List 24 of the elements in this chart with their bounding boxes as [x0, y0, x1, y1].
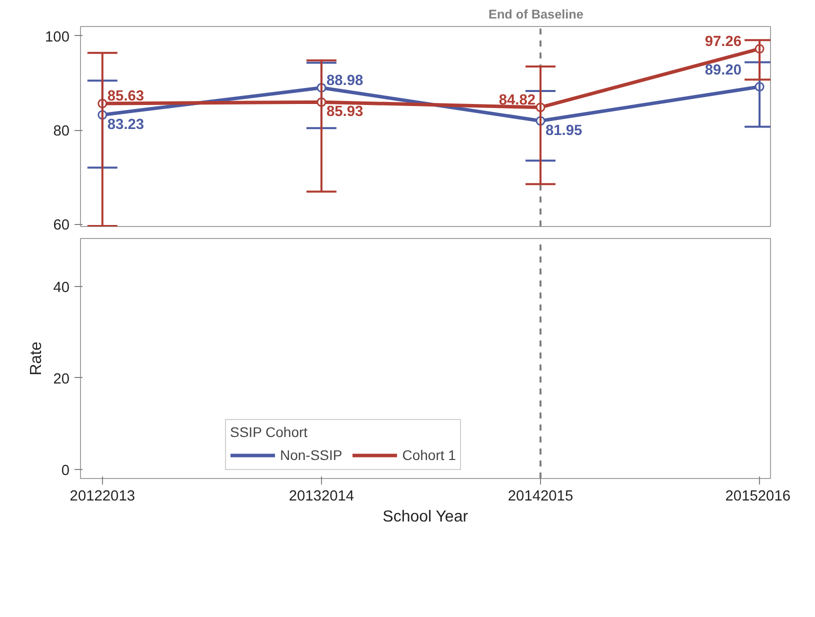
- y-tick-label: 60: [53, 218, 70, 234]
- legend-label: Non-SSIP: [280, 447, 342, 463]
- x-tick-label: 20122013: [70, 488, 136, 504]
- x-tick-label: 20132014: [288, 488, 354, 504]
- data-label: 89.20: [704, 62, 742, 79]
- y-tick-label: 100: [45, 29, 70, 46]
- data-label: 84.82: [498, 92, 536, 108]
- y-tick-label: 40: [53, 280, 70, 296]
- data-label: 85.63: [107, 88, 144, 105]
- data-label: 97.26: [704, 34, 742, 50]
- data-label: 83.23: [107, 116, 144, 133]
- y-tick-label: 0: [61, 462, 70, 479]
- data-label: 81.95: [546, 122, 582, 139]
- x-tick-label: 20152016: [725, 488, 791, 504]
- x-tick-label: 20142015: [508, 488, 574, 504]
- y-axis-title: Rate: [28, 342, 46, 376]
- legend-title: SSIP Cohort: [230, 424, 309, 440]
- ref-line-label: End of Baseline: [488, 8, 584, 22]
- y-tick-label: 20: [53, 371, 70, 388]
- y-tick-label: 80: [53, 124, 70, 140]
- x-axis-title: School Year: [382, 508, 469, 526]
- data-label: 85.93: [326, 104, 364, 120]
- data-label: 88.98: [326, 72, 364, 89]
- legend-label: Cohort 1: [402, 447, 456, 463]
